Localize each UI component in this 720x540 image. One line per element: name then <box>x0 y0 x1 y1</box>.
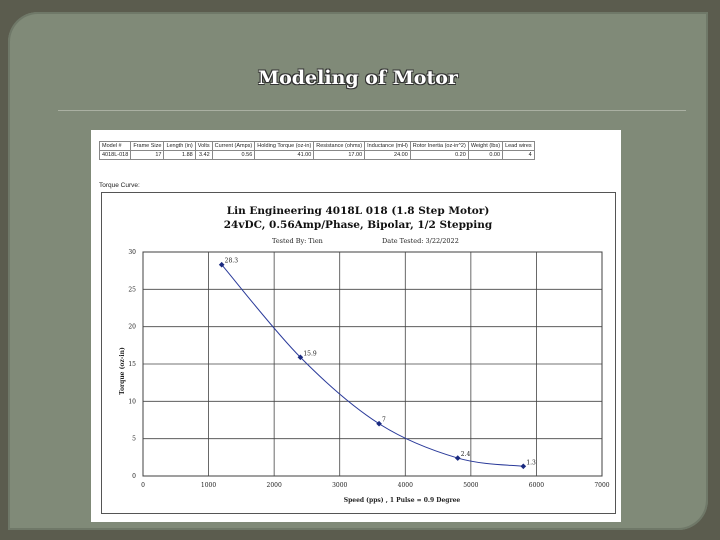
specs-header-cell: Volts <box>194 141 213 151</box>
specs-header-cell: Model # <box>98 141 132 151</box>
x-axis-label: Speed (pps) , 1 Pulse = 0.9 Degree <box>344 497 461 504</box>
chart-subtitle: 24vDC, 0.56Amp/Phase, Bipolar, 1/2 Stepp… <box>224 219 493 231</box>
specs-value-cell: 17 <box>130 150 165 160</box>
specs-table: Model # Frame Size Length (in) Volts Current… <box>98 141 535 160</box>
specs-header-cell: Length (in) <box>163 141 196 151</box>
specs-header-cell: Current (Amps) <box>211 141 256 151</box>
torque-chart: Lin Engineering 4018L 018 (1.8 Step Moto… <box>101 192 616 514</box>
tested-by-text: Tested By: Tien <box>272 237 323 245</box>
specs-value-cell: 24.00 <box>364 150 411 160</box>
title-divider <box>58 110 686 111</box>
data-point-label: 2.4 <box>461 451 471 458</box>
date-tested-text: Date Tested: 3/22/2022 <box>382 237 459 245</box>
torque-curve-line <box>221 264 524 467</box>
y-tick-label: 15 <box>128 361 136 368</box>
slide: Modeling of Motor Model # Frame Size Lengt… <box>8 12 708 530</box>
x-tick-label: 5000 <box>463 482 478 489</box>
specs-value-cell: 3.42 <box>194 150 213 160</box>
datasheet-image: Model # Frame Size Length (in) Volts Current… <box>91 130 621 522</box>
x-tick-label: 7000 <box>594 482 609 489</box>
specs-value-cell: 17.00 <box>313 150 366 160</box>
specs-value-cell: 4018L-018 <box>98 150 132 160</box>
x-tick-label: 6000 <box>529 482 544 489</box>
data-point-marker <box>520 463 527 470</box>
x-tick-label: 3000 <box>332 482 347 489</box>
x-tick-label: 0 <box>141 482 145 489</box>
specs-value-cell: 0.56 <box>211 150 256 160</box>
x-tick-label: 4000 <box>398 482 413 489</box>
specs-header-cell: Frame Size <box>130 141 165 151</box>
specs-header-cell: Inductance (mH) <box>364 141 411 151</box>
specs-header-cell: Holding Torque (oz-in) <box>254 141 315 151</box>
torque-curve-label: Torque Curve: <box>99 182 140 189</box>
specs-header-cell: Lead wires <box>502 141 535 151</box>
y-tick-label: 25 <box>128 286 136 293</box>
specs-header-cell: Weight (lbs) <box>467 141 504 151</box>
specs-value-cell: 41.00 <box>254 150 315 160</box>
data-point-marker <box>454 455 461 461</box>
data-point-label: 28.3 <box>225 258 239 265</box>
torque-chart-svg: Lin Engineering 4018L 018 (1.8 Step Moto… <box>119 205 610 504</box>
chart-title: Lin Engineering 4018L 018 (1.8 Step Moto… <box>227 205 490 217</box>
y-tick-label: 30 <box>128 249 136 256</box>
x-tick-label: 2000 <box>267 482 282 489</box>
specs-header-row: Model # Frame Size Length (in) Volts Current… <box>98 141 535 151</box>
y-tick-label: 10 <box>128 398 136 405</box>
specs-value-cell: 1.88 <box>163 150 196 160</box>
specs-data-row: 4018L-018 17 1.88 3.42 0.56 41.00 17.00 24.00 0.… <box>98 150 535 160</box>
specs-header-cell: Rotor Inertia (oz-in^2) <box>409 141 469 151</box>
y-tick-label: 20 <box>128 324 136 331</box>
specs-header-cell: Resistance (ohms) <box>313 141 366 151</box>
data-point-label: 1.3 <box>526 459 536 466</box>
y-axis-label: Torque (oz-in) <box>119 347 126 395</box>
plot-area: 0 1000 2000 3000 4000 5000 6000 7000 0 5 10 15 20 25 3… <box>128 249 609 489</box>
data-point-label: 15.9 <box>303 350 317 357</box>
data-point-marker <box>297 354 304 361</box>
data-point-label: 7 <box>382 417 386 424</box>
y-tick-label: 0 <box>132 473 136 480</box>
data-point-marker <box>376 420 382 427</box>
specs-value-cell: 4 <box>502 150 535 160</box>
specs-value-cell: 0.20 <box>409 150 469 160</box>
specs-value-cell: 0.00 <box>467 150 504 160</box>
y-tick-label: 5 <box>132 436 136 443</box>
x-tick-label: 1000 <box>201 482 216 489</box>
slide-title: Modeling of Motor <box>258 67 458 89</box>
